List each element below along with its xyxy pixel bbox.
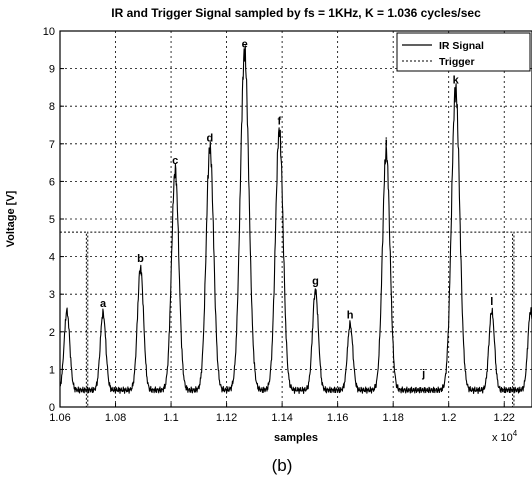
- y-tick-label: 5: [49, 214, 55, 226]
- x-tick-label: 1.2: [441, 412, 456, 424]
- y-tick-labels: 0 1 2 3 4 5 6 7 8 9 10: [43, 26, 55, 414]
- x-tick-label: 1.14: [271, 412, 292, 424]
- grid: [59, 30, 532, 408]
- peak-label-a: a: [100, 298, 107, 310]
- x-tick-label: 1.08: [105, 412, 126, 424]
- trigger-line: [60, 231, 532, 408]
- y-tick-label: 0: [49, 402, 55, 414]
- annotation-label-j: j: [421, 368, 425, 380]
- peak-label-i: i: [385, 136, 388, 148]
- plot-frame: [59, 30, 532, 408]
- x-tick-label: 1.22: [494, 412, 515, 424]
- x-tick-label: 1.06: [49, 412, 70, 424]
- y-tick-label: 8: [49, 101, 55, 113]
- y-tick-label: 2: [49, 327, 55, 339]
- ir-signal-line: [59, 45, 532, 395]
- x-multiplier-exponent: 4: [513, 429, 518, 438]
- peak-label-f: f: [278, 116, 282, 128]
- peak-label-b: b: [137, 253, 144, 265]
- legend: IR Signal Trigger: [396, 32, 531, 72]
- y-tick-label: 1: [49, 364, 55, 376]
- x-multiplier-base: x 10: [492, 432, 513, 444]
- legend-box: [396, 32, 531, 72]
- legend-trigger-label: Trigger: [439, 56, 475, 68]
- figure-caption: (b): [272, 456, 293, 475]
- y-axis-label: Voltage [V]: [5, 190, 17, 247]
- x-tick-label: 1.16: [327, 412, 348, 424]
- peak-label-c: c: [172, 155, 178, 167]
- y-tick-label: 4: [49, 252, 55, 264]
- peak-label-h: h: [347, 309, 354, 321]
- peak-label-d: d: [207, 133, 214, 145]
- y-tick-label: 10: [43, 26, 55, 38]
- x-axis-label: samples: [274, 432, 318, 444]
- peak-label-e: e: [242, 39, 248, 51]
- y-tick-label: 3: [49, 289, 55, 301]
- y-tick-label: 9: [49, 64, 55, 76]
- x-tick-label: 1.12: [216, 412, 237, 424]
- series-layer: [59, 45, 532, 408]
- peak-label-g: g: [312, 275, 319, 287]
- x-tick-label: 1.18: [382, 412, 403, 424]
- chart-title: IR and Trigger Signal sampled by fs = 1K…: [111, 6, 481, 20]
- x-multiplier: x 104: [492, 429, 518, 444]
- y-tick-label: 7: [49, 139, 55, 151]
- legend-ir-label: IR Signal: [439, 40, 484, 52]
- y-tick-label: 6: [49, 176, 55, 188]
- x-tick-labels: 1.06 1.08 1.1 1.12 1.14 1.16 1.18 1.2 1.22: [49, 412, 515, 424]
- peak-label-k: k: [453, 74, 460, 86]
- peak-labels: a b c d e f g h i k l j: [100, 39, 493, 380]
- peak-label-l: l: [490, 296, 493, 308]
- x-tick-label: 1.1: [163, 412, 178, 424]
